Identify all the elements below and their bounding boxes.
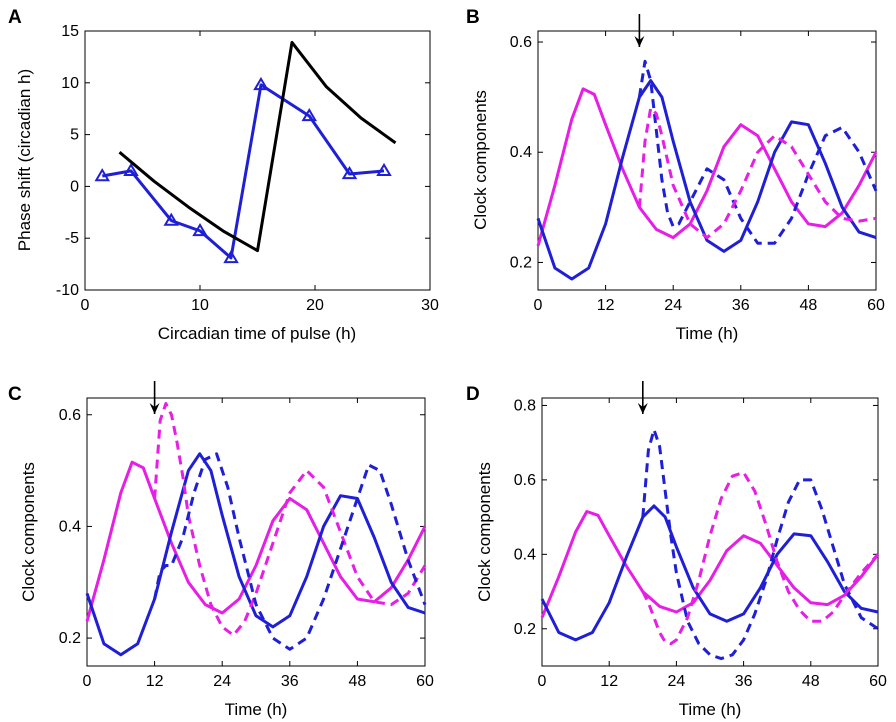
y-tick-label-c-0: 0.2 (59, 630, 81, 647)
x-tick-label-a-0: 0 (81, 297, 90, 314)
panel-a: A 0 10 20 30 -10 -5 0 5 10 15 Circadian time of p… (8, 7, 439, 343)
axis-ticks-d: 0 12 24 36 48 60 0.2 0.4 0.6 0.8 (514, 397, 887, 690)
series-line-c-0 (85, 460, 427, 622)
series-point-a-0-4 (223, 249, 239, 264)
x-tick-label-a-2: 20 (306, 297, 324, 314)
plot-frame-a (84, 30, 431, 291)
y-axis-label-b: Clock components (471, 90, 490, 230)
y-tick-label-a-0: -10 (56, 282, 79, 299)
series-line-a-1 (118, 40, 397, 253)
series-point-a-0-0 (94, 168, 110, 182)
x-tick-label-a-3: 30 (421, 297, 439, 314)
series-line-b-0 (536, 87, 878, 247)
x-tick-label-c-5: 60 (416, 673, 434, 690)
series-a (94, 40, 397, 264)
x-tick-label-d-5: 60 (869, 673, 887, 690)
series-line-b-1 (536, 79, 877, 281)
axis-ticks-c: 0 12 24 36 48 60 0.2 0.4 0.6 (59, 398, 434, 690)
series-line-c-1 (85, 452, 426, 657)
series-d (540, 428, 880, 661)
axis-ticks-a: 0 10 20 30 -10 -5 0 5 10 15 (56, 23, 439, 314)
x-tick-label-b-2: 24 (664, 297, 682, 314)
x-tick-label-c-0: 0 (83, 673, 92, 690)
x-tick-label-b-5: 60 (867, 297, 885, 314)
x-tick-label-d-0: 0 (538, 673, 547, 690)
y-tick-label-b-0: 0.2 (510, 254, 532, 271)
panel-b: B 0 12 24 36 48 60 0.2 0.4 0.6 Time (h) Clock co… (466, 7, 885, 343)
x-tick-label-b-4: 48 (800, 297, 818, 314)
x-tick-label-d-1: 12 (600, 673, 618, 690)
panel-c: C 0 12 24 36 48 60 0.2 0.4 0.6 Time (h) Clock co… (8, 381, 434, 719)
y-tick-label-a-1: -5 (65, 230, 79, 247)
x-tick-label-d-4: 48 (802, 673, 820, 690)
series-line-c-2 (153, 402, 427, 637)
series-line-d-0 (540, 510, 880, 619)
panel-letter-d: D (466, 384, 480, 405)
y-tick-label-a-4: 10 (61, 75, 79, 92)
y-tick-label-d-2: 0.6 (514, 472, 536, 489)
x-tick-label-a-1: 10 (191, 297, 209, 314)
y-axis-label-d: Clock components (475, 462, 494, 602)
panel-letter-a: A (8, 7, 22, 28)
x-axis-label-a: Circadian time of pulse (h) (158, 324, 356, 343)
series-point-a-0-6 (301, 107, 317, 122)
y-tick-label-c-1: 0.4 (59, 518, 81, 535)
series-point-a-0-5 (253, 76, 269, 91)
series-line-d-1 (540, 504, 879, 642)
series-line-a-0 (102, 83, 385, 260)
plot-frame-b (537, 30, 877, 291)
axis-ticks-b: 0 12 24 36 48 60 0.2 0.4 0.6 (510, 31, 885, 314)
series-point-a-0-1 (123, 162, 139, 177)
x-axis-label-b: Time (h) (676, 324, 739, 343)
x-tick-label-b-1: 12 (597, 297, 615, 314)
y-tick-label-c-2: 0.6 (59, 407, 81, 424)
plot-frame-d (541, 397, 879, 667)
y-tick-label-a-3: 5 (70, 127, 79, 144)
x-axis-label-d: Time (h) (679, 700, 742, 719)
y-axis-label-a: Phase shift (circadian h) (15, 69, 34, 251)
y-tick-label-a-5: 15 (61, 23, 79, 40)
series-line-b-3 (637, 106, 877, 240)
x-tick-label-c-3: 36 (281, 673, 299, 690)
series-c (85, 402, 427, 657)
panel-letter-b: B (466, 7, 480, 28)
series-point-a-0-8 (376, 162, 392, 177)
y-axis-label-c: Clock components (19, 462, 38, 602)
series-point-a-0-3 (192, 222, 208, 237)
x-tick-label-c-4: 48 (349, 673, 367, 690)
y-tick-label-b-1: 0.4 (510, 144, 532, 161)
series-point-a-0-7 (341, 165, 358, 180)
y-tick-label-d-1: 0.4 (514, 546, 536, 563)
x-axis-label-c: Time (h) (225, 700, 288, 719)
x-tick-label-b-0: 0 (534, 297, 543, 314)
x-tick-label-c-1: 12 (146, 673, 164, 690)
panel-d: D 0 12 24 36 48 60 0.2 0.4 0.6 0.8 Time (h) Clock… (466, 381, 887, 719)
plot-frame-c (86, 397, 426, 667)
series-line-d-2 (641, 428, 879, 661)
y-tick-label-b-2: 0.6 (510, 34, 532, 51)
x-tick-label-c-2: 24 (213, 673, 231, 690)
y-tick-label-a-2: 0 (70, 178, 79, 195)
x-tick-label-b-3: 36 (732, 297, 750, 314)
x-tick-label-d-2: 24 (668, 673, 686, 690)
series-b (536, 59, 878, 281)
series-point-a-0-2 (163, 212, 179, 226)
y-tick-label-d-0: 0.2 (514, 621, 536, 638)
x-tick-label-d-3: 36 (735, 673, 753, 690)
y-tick-label-d-3: 0.8 (514, 397, 536, 414)
series-line-d-3 (641, 470, 880, 646)
series-line-c-3 (153, 452, 427, 651)
panel-letter-c: C (8, 384, 22, 405)
